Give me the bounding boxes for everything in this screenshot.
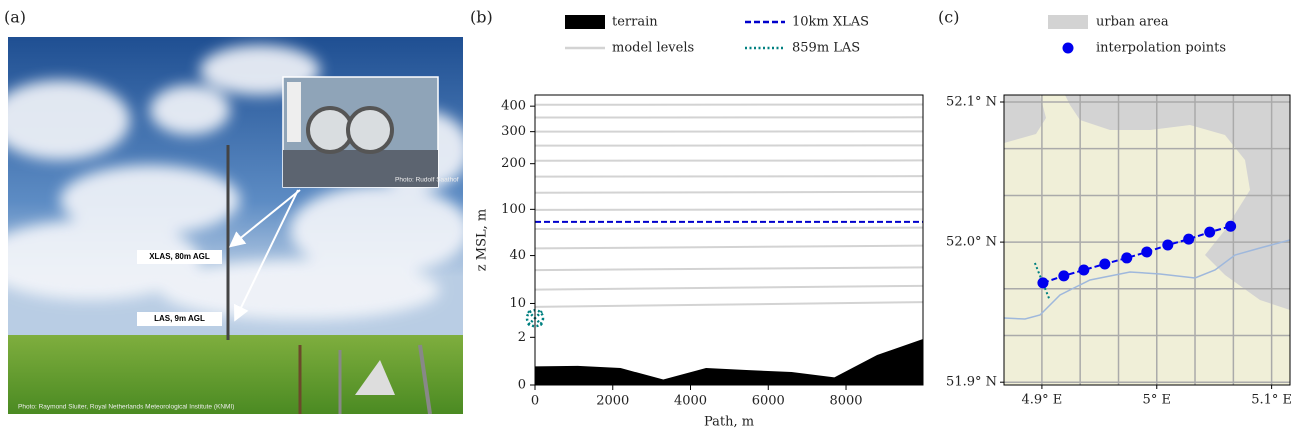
x-tick-label: 5° E xyxy=(1143,393,1171,408)
model-level xyxy=(535,226,923,231)
xlas-path xyxy=(1042,225,1231,284)
photo xyxy=(8,37,463,414)
model-level xyxy=(535,284,923,291)
interpolation-point xyxy=(1037,277,1049,289)
inset-credit: Photo: Rudolf Saathof xyxy=(395,177,459,184)
legend-label: urban area xyxy=(1096,15,1169,30)
legend-label: interpolation points xyxy=(1096,41,1226,56)
legend-label: 859m LAS xyxy=(792,41,860,56)
model-level xyxy=(535,301,923,308)
y-tick-label: 10 xyxy=(509,296,526,311)
x-tick-label: 4.9° E xyxy=(1022,393,1063,408)
x-tick-label: 8000 xyxy=(829,394,862,409)
legend-swatch xyxy=(1048,15,1088,29)
axes-frame xyxy=(1003,94,1291,386)
panel-label: (a) xyxy=(4,8,26,27)
x-tick-label: 5.1° E xyxy=(1251,393,1292,408)
model-level xyxy=(535,208,923,211)
model-level xyxy=(535,190,923,194)
photo-credit: Photo: Raymond Sluiter, Royal Netherland… xyxy=(18,404,234,411)
legend-swatch xyxy=(565,15,605,29)
y-tick-label: 2 xyxy=(518,330,526,345)
x-tick-label: 0 xyxy=(531,394,539,409)
legend-label: terrain xyxy=(612,15,658,30)
x-tick-label: 4000 xyxy=(674,394,707,409)
legend-label: model levels xyxy=(612,41,694,56)
annotation: XLAS, 80m AGL xyxy=(149,252,210,261)
y-tick-label: 0 xyxy=(518,378,526,393)
model-level xyxy=(535,266,923,272)
interpolation-point xyxy=(1183,233,1195,245)
legend-swatch xyxy=(1062,42,1074,54)
y-tick-label: 52.1° N xyxy=(946,95,997,110)
x-tick-label: 2000 xyxy=(596,394,629,409)
interpolation-point xyxy=(1099,258,1111,270)
annotation: LAS, 9m AGL xyxy=(154,314,205,323)
urban-area xyxy=(1004,95,1046,143)
interpolation-point xyxy=(1121,252,1133,264)
terrain-area xyxy=(535,338,923,385)
interpolation-point xyxy=(1078,264,1090,276)
y-tick-label: 40 xyxy=(509,248,526,263)
interpolation-point xyxy=(1141,246,1153,258)
legend-label: 10km XLAS xyxy=(792,15,869,30)
panel-label: (c) xyxy=(938,8,959,27)
panel-label: (b) xyxy=(470,8,493,27)
model-level xyxy=(535,244,923,250)
y-tick-label: 300 xyxy=(501,124,526,139)
y-tick-label: 100 xyxy=(501,202,526,217)
y-axis-label: z MSL, m xyxy=(475,209,490,271)
interpolation-point xyxy=(1162,239,1174,251)
y-tick-label: 51.9° N xyxy=(946,375,997,390)
interpolation-point xyxy=(1058,270,1070,282)
map-grid xyxy=(1004,95,1290,385)
river xyxy=(1004,239,1290,320)
y-tick-label: 400 xyxy=(501,99,526,114)
interpolation-point xyxy=(1204,226,1216,238)
y-tick-label: 52.0° N xyxy=(946,235,997,250)
plot-area xyxy=(535,103,923,385)
y-tick-label: 200 xyxy=(501,156,526,171)
x-axis-label: Path, m xyxy=(704,415,754,430)
axes-frame xyxy=(534,94,924,386)
river-line xyxy=(1004,239,1290,320)
interpolation-point xyxy=(1225,220,1237,232)
x-tick-label: 6000 xyxy=(752,394,785,409)
